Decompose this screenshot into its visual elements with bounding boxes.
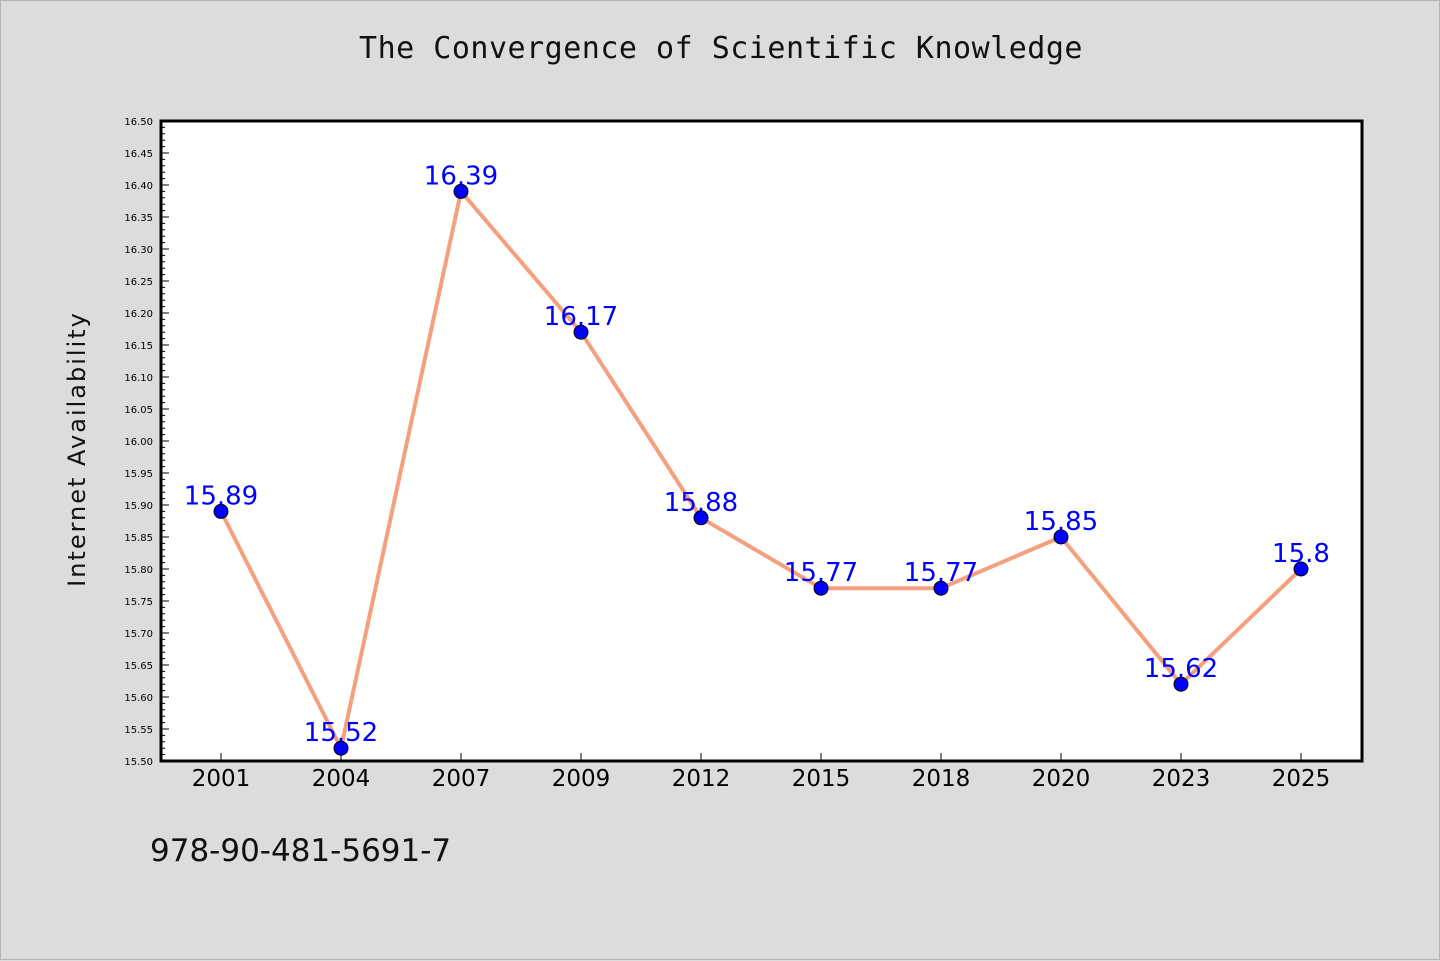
data-point	[1173, 676, 1189, 692]
x-tick-label: 2025	[1272, 766, 1331, 792]
y-tick-label: 15.75	[124, 597, 153, 608]
data-point	[453, 183, 469, 199]
y-tick-label: 15.50	[124, 757, 153, 768]
x-tick-label: 2023	[1152, 766, 1211, 792]
data-point	[573, 324, 589, 340]
data-label: 15.77	[904, 558, 978, 588]
y-tick-label: 15.60	[124, 693, 153, 704]
data-label: 16.17	[544, 302, 618, 332]
data-point	[333, 740, 349, 756]
data-label: 15.85	[1024, 507, 1098, 537]
x-tick-label: 2020	[1032, 766, 1091, 792]
series-line-group	[219, 189, 1303, 751]
data-label: 15.8	[1272, 539, 1330, 569]
y-tick-label: 15.80	[124, 565, 153, 576]
y-tick-label: 16.05	[124, 405, 153, 416]
data-labels: 15.89 15.52 16.39 16.17 15.88 15.77 15.77 15.85…	[184, 161, 1330, 748]
data-point	[693, 510, 709, 526]
x-tick-label: 2015	[792, 766, 851, 792]
y-tick-label: 15.85	[124, 533, 153, 544]
data-label: 16.39	[424, 161, 498, 191]
x-tick-label: 2001	[192, 766, 251, 792]
data-point	[813, 580, 829, 596]
data-label: 15.52	[304, 718, 378, 748]
data-label: 15.62	[1144, 654, 1218, 684]
y-axis: 15.50 15.55 15.60 15.65 15.70 15.75 15.80 15.85…	[124, 117, 169, 768]
isbn-text: 978-90-481-5691-7	[150, 833, 452, 869]
data-point	[213, 503, 229, 519]
y-tick-label: 15.95	[124, 469, 153, 480]
y-tick-label: 16.30	[124, 245, 153, 256]
x-tick-label: 2018	[912, 766, 971, 792]
x-tick-label: 2007	[432, 766, 491, 792]
y-tick-label: 16.45	[124, 149, 153, 160]
data-point	[933, 580, 949, 596]
x-tick-label: 2004	[312, 766, 371, 792]
series-line	[219, 189, 1303, 751]
y-tick-label: 16.10	[124, 373, 153, 384]
y-tick-label: 15.90	[124, 501, 153, 512]
x-tick-label: 2009	[552, 766, 611, 792]
y-tick-label: 15.70	[124, 629, 153, 640]
y-tick-label: 15.55	[124, 725, 153, 736]
x-tick-label: 2012	[672, 766, 731, 792]
data-label: 15.89	[184, 481, 258, 511]
y-tick-label: 16.15	[124, 341, 153, 352]
series-markers	[213, 183, 1309, 756]
y-tick-label: 16.20	[124, 309, 153, 320]
y-tick-label: 16.35	[124, 213, 153, 224]
data-label: 15.88	[664, 488, 738, 518]
data-label: 15.77	[784, 558, 858, 588]
data-point	[1293, 561, 1309, 577]
y-tick-label: 15.65	[124, 661, 153, 672]
y-tick-label: 16.40	[124, 181, 153, 192]
y-tick-label: 16.25	[124, 277, 153, 288]
x-axis: 2001 2004 2007 2009 2012 2015 2018 2020 2023 2025	[192, 753, 1331, 792]
chart-title: The Convergence of Scientific Knowledge	[359, 31, 1083, 66]
data-point	[1053, 529, 1069, 545]
y-tick-label: 16.00	[124, 437, 153, 448]
y-tick-label: 16.50	[124, 117, 153, 128]
